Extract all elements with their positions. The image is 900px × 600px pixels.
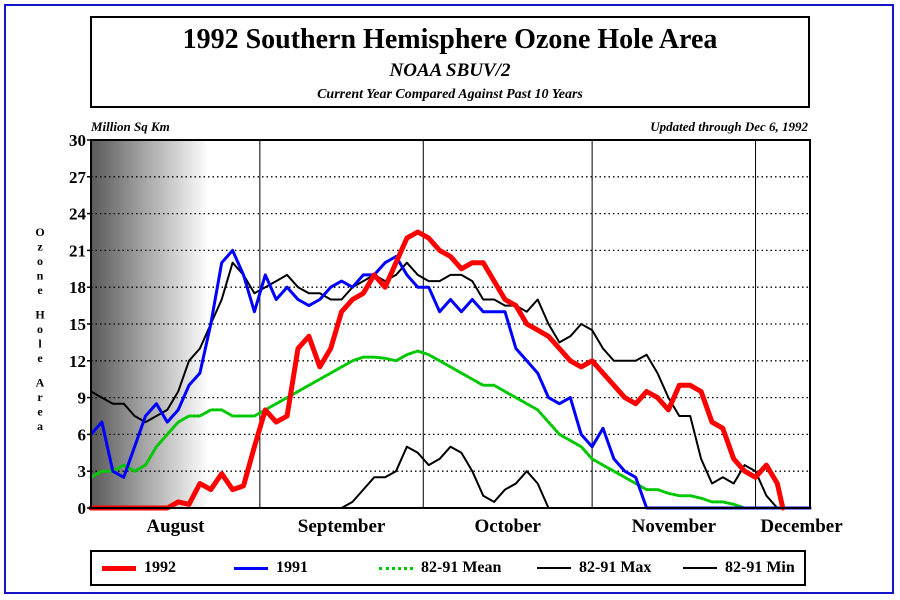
y-axis-letter: O (35, 225, 44, 239)
legend-label: 1991 (276, 559, 308, 576)
outer-frame (4, 4, 894, 594)
series-line-82-91-max (90, 261, 779, 509)
y-axis-letter: e (37, 405, 43, 419)
month-label-december: December (760, 516, 843, 537)
legend-item-1991: 1991 (234, 552, 308, 584)
legend-label: 82-91 Mean (421, 559, 502, 576)
y-axis-letter: z (37, 240, 43, 254)
y-axis-letter: l (38, 337, 42, 351)
y-axis-letter: a (37, 419, 43, 433)
y-tick-label: 9 (78, 389, 87, 408)
legend-swatch (683, 567, 717, 569)
chart-title: 1992 Southern Hemisphere Ozone Hole Area (182, 24, 718, 55)
series-line-1991 (89, 248, 812, 510)
legend-swatch (102, 565, 136, 571)
y-tick-label: 3 (78, 462, 87, 481)
series-line-1992 (88, 229, 786, 511)
legend-swatch (379, 566, 413, 570)
y-axis-letter: e (37, 351, 43, 365)
y-tick-label: 18 (69, 278, 86, 297)
y-axis-letter: n (37, 269, 44, 283)
title-box: 1992 Southern Hemisphere Ozone Hole Area… (90, 16, 810, 108)
plot-border (90, 139, 811, 509)
y-axis-letter: H (35, 308, 45, 322)
y-tick-label: 0 (78, 499, 87, 518)
legend-swatch (234, 566, 268, 570)
y-axis-letter: e (37, 283, 43, 297)
legend-swatch (537, 567, 571, 569)
legend-item-1992: 1992 (102, 552, 176, 584)
y-tick-label: 12 (69, 352, 86, 371)
month-label-august: August (146, 516, 205, 537)
y-tick-label: 24 (69, 205, 87, 224)
y-axis-letter: o (37, 254, 43, 268)
y-tick-label: 27 (69, 168, 87, 187)
legend-label: 82-91 Max (579, 559, 652, 576)
legend-item-82-91-min: 82-91 Min (683, 552, 795, 584)
legend: 1992 1991 82-91 Mean 82-91 Max 82-91 Min (90, 550, 806, 586)
series-line-82-91-mean (89, 349, 768, 510)
legend-item-82-91-mean: 82-91 Mean (379, 552, 501, 584)
y-axis-letter: r (37, 390, 43, 404)
y-tick-label: 30 (69, 131, 86, 150)
units-label: Million Sq Km (90, 119, 170, 134)
chart-subtitle: NOAA SBUV/2 (389, 60, 511, 81)
y-tick-label: 6 (78, 425, 87, 444)
y-tick-label: 21 (69, 241, 86, 260)
legend-item-82-91-max: 82-91 Max (537, 552, 651, 584)
legend-label: 1992 (144, 559, 176, 576)
y-axis-letter: o (37, 322, 43, 336)
month-label-september: September (298, 516, 386, 537)
legend-label: 82-91 Min (725, 559, 795, 576)
month-label-october: October (474, 516, 541, 537)
updated-label: Updated through Dec 6, 1992 (650, 119, 808, 134)
chart-subsubtitle: Current Year Compared Against Past 10 Ye… (317, 87, 583, 102)
month-label-november: November (632, 516, 717, 537)
y-tick-label: 15 (69, 315, 86, 334)
y-axis-letter: A (36, 376, 45, 390)
